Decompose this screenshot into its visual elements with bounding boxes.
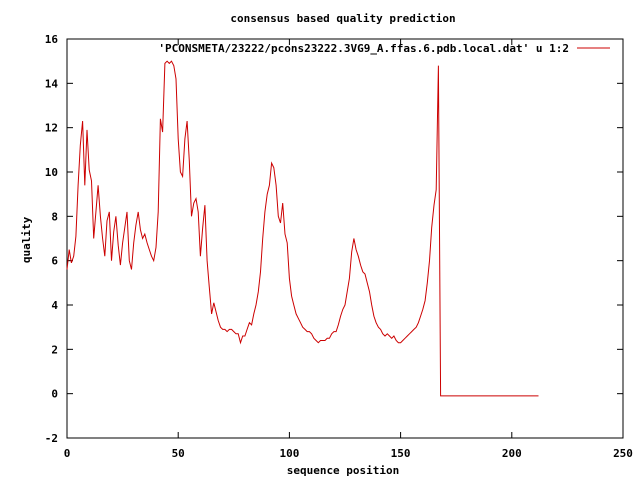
y-tick-label: 12 [45,122,58,135]
x-axis-label: sequence position [287,464,400,477]
y-tick-label: 16 [45,33,59,46]
x-tick-label: 0 [64,447,71,460]
plot-frame [66,38,624,439]
y-tick-label: 10 [45,166,58,179]
y-axis-label: quality [20,216,33,263]
x-tick-label: 200 [502,447,522,460]
y-tick-label: 0 [51,388,58,401]
x-tick-label: 50 [172,447,185,460]
axis-ticks: 0 50 100 150 200 250 -2 0 2 4 6 8 10 12 14 16 [45,33,633,460]
y-tick-label: 4 [51,299,58,312]
y-tick-label: 8 [51,210,58,223]
series-layer [66,60,539,397]
x-tick-label: 250 [613,447,633,460]
y-tick-label: 6 [51,255,58,268]
y-tick-label: 2 [51,343,58,356]
chart-title: consensus based quality prediction [230,12,455,25]
x-tick-label: 100 [279,447,299,460]
y-tick-label: -2 [45,432,58,445]
series-line [66,60,539,397]
x-tick-label: 150 [391,447,411,460]
y-tick-label: 14 [45,77,59,90]
legend-label: 'PCONSMETA/23222/pcons23222.3VG9_A.ffas.… [158,42,569,55]
legend: 'PCONSMETA/23222/pcons23222.3VG9_A.ffas.… [158,42,610,55]
